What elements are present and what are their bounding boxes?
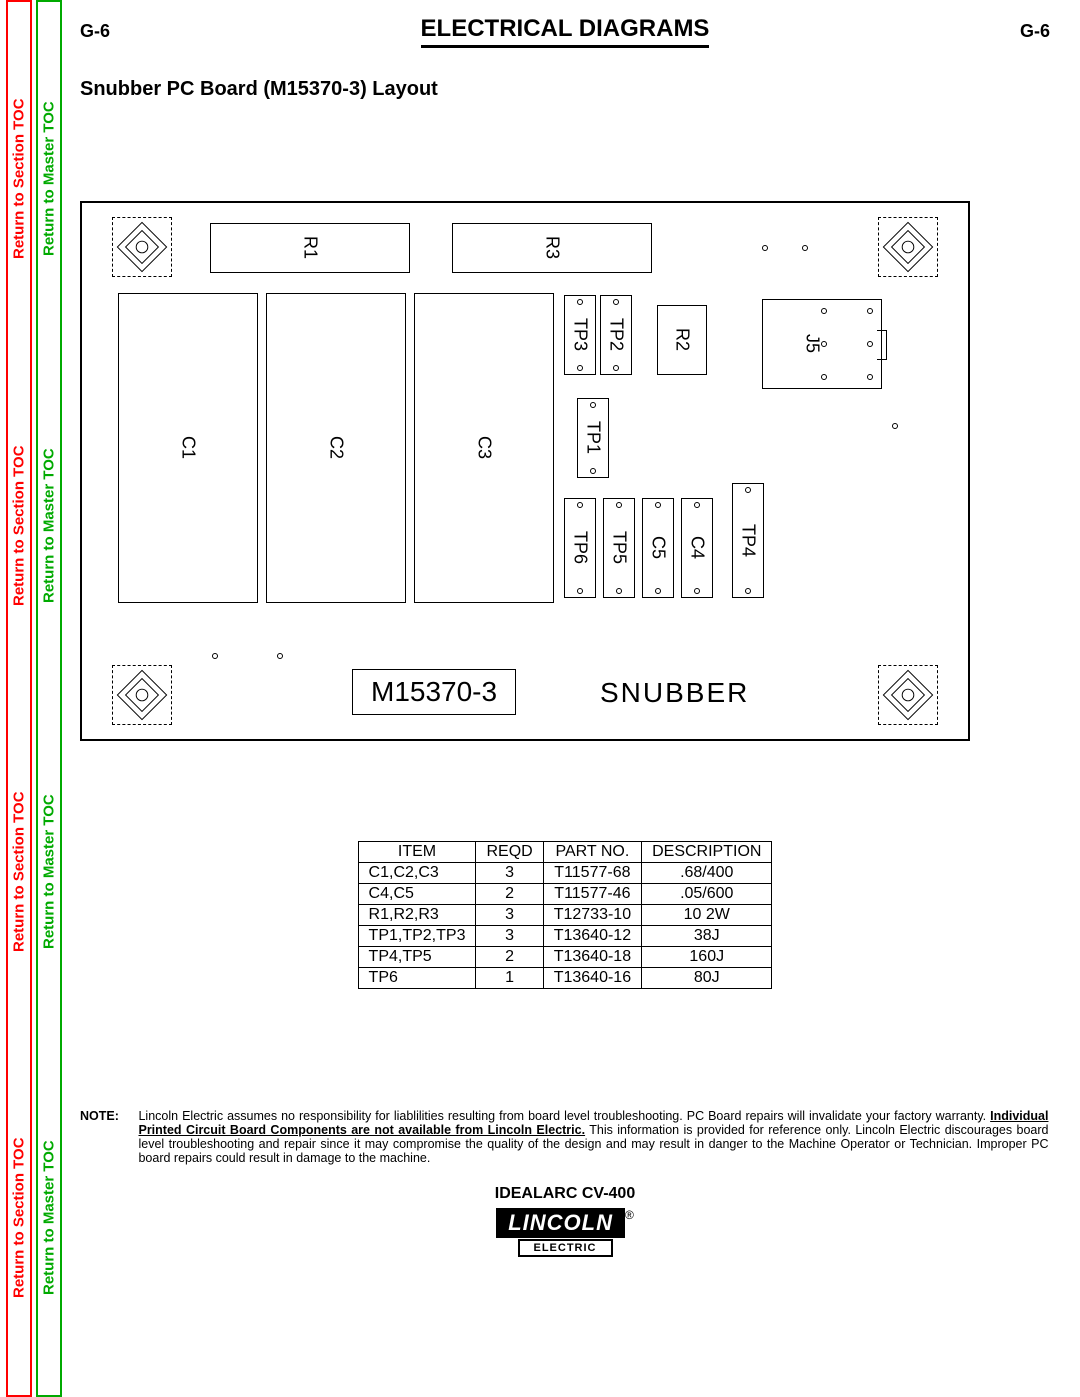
table-cell: T13640-16 [543,968,641,989]
footer-model: IDEALARC CV-400 [80,1185,1050,1203]
comp-r3: R3 [452,223,652,273]
table-cell: 80J [642,968,772,989]
table-cell: .05/600 [642,884,772,905]
table-cell: 2 [476,884,543,905]
table-cell: 160J [642,947,772,968]
link-section-toc[interactable]: Return to Section TOC [11,1138,28,1299]
footnote: NOTE: Lincoln Electric assumes no respon… [80,1109,1050,1165]
comp-tp2: TP2 [600,295,632,375]
table-cell: T11577-68 [543,863,641,884]
table-row: TP4,TP52T13640-18160J [358,947,772,968]
col-reqd: REQD [476,842,543,863]
comp-tp6: TP6 [564,498,596,598]
comp-c5: C5 [642,498,674,598]
table-row: C4,C52T11577-46.05/600 [358,884,772,905]
link-master-toc[interactable]: Return to Master TOC [41,794,58,949]
table-cell: .68/400 [642,863,772,884]
comp-r2: R2 [657,305,707,375]
logo-text: LINCOLN [496,1208,625,1238]
table-header-row: ITEM REQD PART NO. DESCRIPTION [358,842,772,863]
section-subtitle: Snubber PC Board (M15370-3) Layout [80,78,1050,101]
comp-c1: C1 [118,293,258,603]
mount-hole-icon [112,217,172,277]
table-cell: 10 2W [642,905,772,926]
logo-subtext: ELECTRIC [518,1239,613,1257]
comp-c4: C4 [681,498,713,598]
page-header: G-6 ELECTRICAL DIAGRAMS G-6 [80,15,1050,48]
table-cell: C4,C5 [358,884,476,905]
comp-j5: J5 [762,299,882,389]
link-section-toc[interactable]: Return to Section TOC [11,445,28,606]
pcb-diagram: R1 R3 C1 C2 C3 TP2 TP3 R2 J5 TP1 TP6 TP5… [80,201,970,741]
table-cell: TP4,TP5 [358,947,476,968]
mount-hole-icon [878,217,938,277]
table-cell: C1,C2,C3 [358,863,476,884]
comp-tp3: TP3 [564,295,596,375]
comp-c2: C2 [266,293,406,603]
table-cell: 3 [476,863,543,884]
comp-c3: C3 [414,293,554,603]
page-title: ELECTRICAL DIAGRAMS [421,15,710,48]
note-text: Lincoln Electric assumes no responsibili… [138,1109,1048,1165]
comp-tp1: TP1 [577,398,609,478]
table-cell: 2 [476,947,543,968]
mount-hole-icon [112,665,172,725]
table-cell: T13640-12 [543,926,641,947]
table-row: TP61T13640-1680J [358,968,772,989]
col-partno: PART NO. [543,842,641,863]
table-cell: T11577-46 [543,884,641,905]
mount-hole-icon [878,665,938,725]
table-cell: 1 [476,968,543,989]
col-desc: DESCRIPTION [642,842,772,863]
link-section-toc[interactable]: Return to Section TOC [11,791,28,952]
page-number-right: G-6 [1020,21,1050,42]
note-label: NOTE: [80,1109,135,1123]
link-section-toc[interactable]: Return to Section TOC [11,99,28,260]
page-content: G-6 ELECTRICAL DIAGRAMS G-6 Snubber PC B… [80,0,1050,1257]
link-master-toc[interactable]: Return to Master TOC [41,102,58,257]
table-row: C1,C2,C33T11577-68.68/400 [358,863,772,884]
table-cell: R1,R2,R3 [358,905,476,926]
page-number-left: G-6 [80,21,110,42]
table-cell: 3 [476,905,543,926]
table-cell: TP6 [358,968,476,989]
col-item: ITEM [358,842,476,863]
sidebar-master-toc[interactable]: Return to Master TOC Return to Master TO… [36,0,62,1397]
comp-tp4: TP4 [732,483,764,598]
table-cell: 38J [642,926,772,947]
table-cell: TP1,TP2,TP3 [358,926,476,947]
sidebar-section-toc[interactable]: Return to Section TOC Return to Section … [6,0,32,1397]
table-row: R1,R2,R33T12733-1010 2W [358,905,772,926]
parts-table: ITEM REQD PART NO. DESCRIPTION C1,C2,C33… [358,841,773,989]
comp-r1: R1 [210,223,410,273]
link-master-toc[interactable]: Return to Master TOC [41,448,58,603]
brand-logo: LINCOLN® ELECTRIC [80,1208,1050,1257]
board-part-number: M15370-3 [352,669,516,715]
table-row: TP1,TP2,TP33T13640-1238J [358,926,772,947]
table-cell: T13640-18 [543,947,641,968]
link-master-toc[interactable]: Return to Master TOC [41,1141,58,1296]
table-cell: T12733-10 [543,905,641,926]
table-cell: 3 [476,926,543,947]
board-name: SNUBBER [582,671,767,715]
comp-tp5: TP5 [603,498,635,598]
